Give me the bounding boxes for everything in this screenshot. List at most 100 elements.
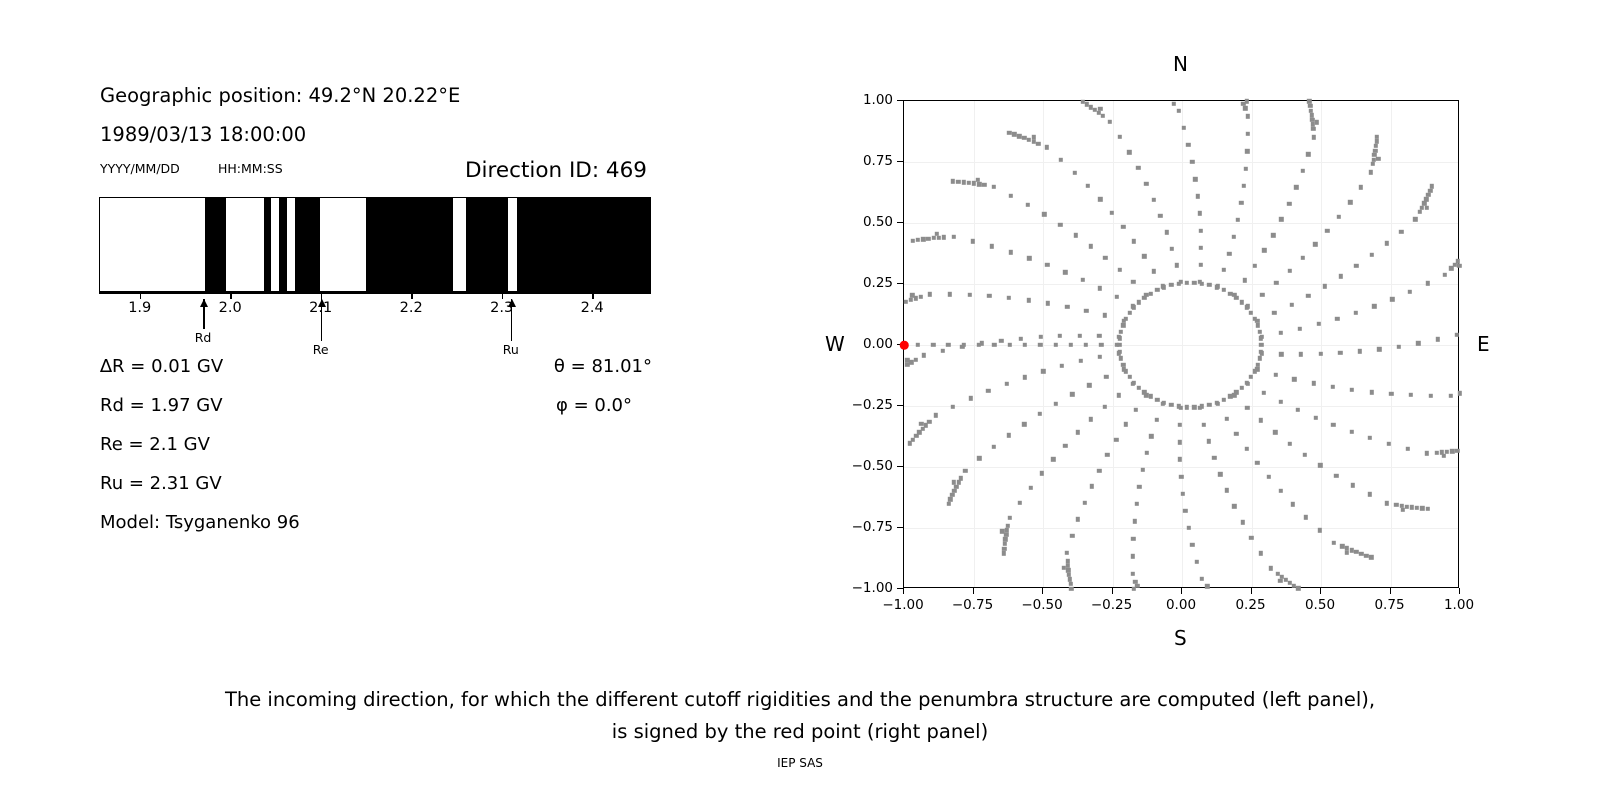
sky-y-tick-label: −0.75 [851,519,893,535]
param-re: Re = 2.1 GV [100,434,210,455]
grid-line-vertical [1390,101,1392,587]
direction-point [1313,242,1318,247]
sky-y-tick [897,222,903,224]
sky-y-tick-label: 0.75 [862,153,893,169]
direction-point [1171,101,1176,107]
direction-point [921,236,926,242]
direction-point [961,179,966,185]
direction-point [1089,484,1094,489]
direction-point [1372,152,1377,158]
direction-point [1396,344,1402,349]
grid-line-vertical [1251,101,1253,587]
direction-point [1249,535,1254,540]
direction-point [1270,232,1276,238]
direction-point [1121,224,1126,230]
direction-point [1036,141,1041,146]
direction-point [1309,112,1314,118]
direction-point [991,184,996,189]
direction-point [1121,318,1126,323]
direction-point [934,231,939,237]
direction-point [1078,358,1083,364]
direction-point [1298,352,1304,357]
direction-point [970,239,976,244]
sky-y-tick [897,466,903,468]
sky-y-tick-label: −0.50 [851,458,893,474]
direction-point [1322,284,1327,289]
direction-point [1117,267,1122,272]
direction-point [1354,549,1359,555]
penumbra-forbidden-band [263,197,272,292]
direction-point [1144,393,1149,398]
direction-point [1100,113,1106,119]
direction-point [1221,267,1227,273]
direction-point [1441,453,1447,459]
grid-line-horizontal [904,467,1458,468]
red-point-icon [899,340,909,350]
direction-point [931,235,936,241]
direction-point [947,292,952,297]
sky-x-tick-label: −0.50 [1021,597,1063,613]
direction-point [986,388,991,394]
direction-point [1164,230,1169,235]
direction-point [1131,239,1137,244]
direction-point [1336,214,1342,219]
rigidity-tick [230,292,232,299]
direction-point [1338,274,1343,279]
direction-point [1417,209,1423,214]
direction-point [1186,525,1191,531]
direction-point [1103,255,1108,260]
direction-point [915,342,921,348]
direction-point [1198,262,1203,268]
direction-point [1142,253,1147,259]
direction-point [927,419,932,424]
direction-point [1367,492,1372,497]
direction-point [1183,508,1188,514]
direction-point [946,501,951,506]
direction-point [1389,391,1394,397]
direction-point [1003,532,1009,538]
direction-point [1178,474,1184,479]
direction-point [919,421,924,427]
direction-point [1193,176,1198,182]
date-format-hint: YYYY/MM/DD [100,161,180,176]
direction-point [1248,310,1254,316]
direction-point [1340,544,1345,549]
direction-point [1189,159,1195,165]
direction-point [1204,583,1210,589]
direction-point [910,238,916,243]
direction-point [1444,449,1450,455]
direction-point [1278,578,1283,584]
direction-point [1053,342,1058,348]
direction-point [1325,228,1330,233]
direction-point [1227,251,1232,256]
direction-point [1295,586,1301,591]
direction-point [1144,181,1149,186]
param-model: Model: Tsyganenko 96 [100,512,300,533]
direction-point [1349,387,1355,392]
direction-point [1058,157,1064,163]
direction-point [1028,485,1033,490]
direction-point [1067,577,1072,582]
direction-point [1097,286,1102,291]
direction-point [936,235,942,240]
sky-x-tick [1459,588,1461,594]
direction-point [1374,139,1379,144]
direction-point [1012,132,1017,137]
direction-point [1169,246,1175,251]
sky-x-tick [1042,588,1044,594]
direction-point [1080,277,1085,283]
direction-point [1207,402,1212,408]
direction-point [1429,184,1435,189]
direction-point [1154,397,1160,403]
rigidity-tick [592,292,594,299]
direction-point [1131,586,1136,592]
direction-point [1085,183,1090,188]
direction-point [982,182,987,188]
penumbra-forbidden-band [205,197,227,292]
direction-point [1259,342,1264,348]
direction-point [950,178,956,184]
direction-point [1006,295,1012,301]
direction-point [1215,401,1221,406]
direction-point [1177,439,1182,445]
direction-point [1075,430,1081,435]
